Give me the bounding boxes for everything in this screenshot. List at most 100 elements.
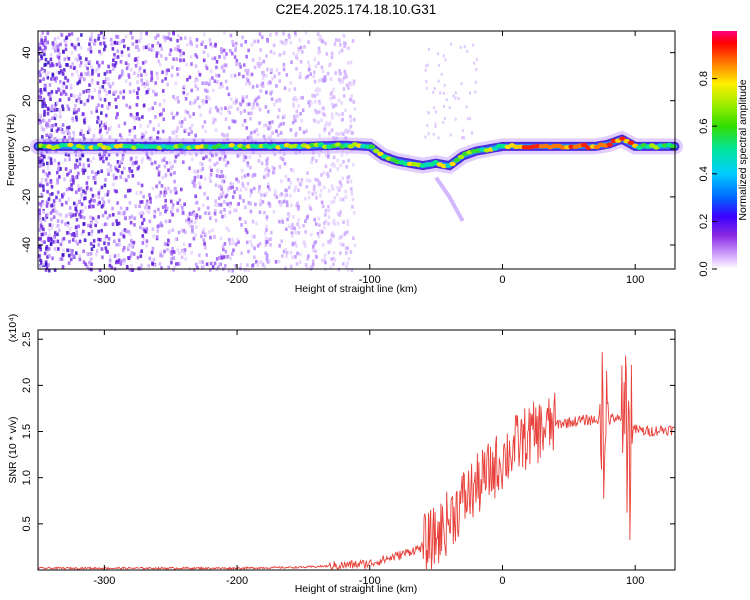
spectrogram-cell xyxy=(195,44,199,48)
spectrogram-cell xyxy=(74,57,77,61)
spectrogram-cell xyxy=(128,167,131,171)
spectrogram-cell xyxy=(68,239,71,244)
spectrogram-cell xyxy=(67,97,71,101)
spectrogram-cell xyxy=(181,160,185,164)
spectrogram-cell xyxy=(245,95,249,99)
spectrogram-cell xyxy=(220,50,223,54)
spectrogram-cell xyxy=(190,42,194,47)
spectrogram-cell xyxy=(193,183,197,188)
spectrogram-cell xyxy=(50,128,54,133)
spectrogram-cell xyxy=(103,152,107,157)
spectrogram-cell xyxy=(106,192,109,197)
spectrogram-cell xyxy=(199,161,202,166)
spectrogram-cell xyxy=(269,49,273,54)
spectrogram-cell xyxy=(139,31,143,36)
spectrogram-cell xyxy=(330,102,334,107)
spectrogram-cell xyxy=(313,94,317,98)
spectrogram-cell xyxy=(151,227,155,231)
spectrogram-cell xyxy=(50,107,54,112)
snr-y-multiplier: (x10⁴) xyxy=(7,314,19,342)
spectrogram-cell xyxy=(241,35,244,40)
spectrogram-cell xyxy=(326,174,330,179)
spectrogram-cell xyxy=(152,234,155,238)
spectrogram-cell xyxy=(268,33,272,37)
spectrogram-cell xyxy=(240,251,243,255)
spectrogram-cell xyxy=(183,248,187,252)
spectrogram-cell xyxy=(155,136,159,140)
spectrogram-cell xyxy=(145,31,148,36)
spectrogram-cell xyxy=(96,68,99,72)
spectrogram-cell xyxy=(193,175,197,180)
spectrogram-cell xyxy=(298,225,301,229)
spectrogram-cell xyxy=(289,167,293,172)
spectrogram-cell xyxy=(255,84,259,88)
spectrogram-cell xyxy=(95,249,99,253)
spectrogram-cell xyxy=(233,73,237,78)
spectrogram-cell xyxy=(291,102,295,106)
spectrogram-cell xyxy=(461,136,464,140)
spectrogram-cell xyxy=(283,161,287,166)
spectrogram-cell xyxy=(112,232,116,236)
spectrogram-cell xyxy=(55,129,59,133)
spectrogram-cell xyxy=(51,256,54,261)
spectrogram-cell xyxy=(249,131,253,135)
spectrogram-cell xyxy=(150,250,154,255)
y-tick-label: 0.5 xyxy=(21,516,33,531)
spectrogram-cell xyxy=(292,241,295,246)
spectrogram-cell xyxy=(156,33,159,38)
spectrogram-cell xyxy=(117,253,120,257)
spectrogram-cell xyxy=(74,47,77,52)
spectrogram-cell xyxy=(202,58,206,63)
spectrogram-cell xyxy=(318,153,321,158)
spectrogram-cell xyxy=(78,156,82,161)
spectrogram-cell xyxy=(65,200,68,205)
spectrogram-cell xyxy=(260,83,263,87)
spectrogram-cell xyxy=(336,211,340,216)
spectrogram-cell xyxy=(71,213,74,217)
spectrogram-cell xyxy=(190,88,194,93)
spectrogram-cell xyxy=(58,110,62,114)
spectrogram-cell xyxy=(220,194,224,199)
spectrogram-cell xyxy=(260,193,263,197)
spectrogram-cell xyxy=(188,126,192,131)
spectrogram-cell xyxy=(117,258,121,262)
spectrogram-frame xyxy=(37,30,676,270)
spectrogram-cell xyxy=(77,42,81,47)
spectrogram-cell xyxy=(68,212,72,216)
spectrogram-cell xyxy=(249,116,252,121)
spectrogram-cell xyxy=(131,163,135,167)
spectrogram-cell xyxy=(269,237,273,241)
spectrogram-cell xyxy=(49,161,53,165)
spectrogram-cell xyxy=(224,106,227,110)
spectrogram-cell xyxy=(265,256,269,261)
spectrogram-cell xyxy=(145,227,149,231)
spectrogram-cell xyxy=(353,243,357,248)
spectrogram-cell xyxy=(264,74,268,78)
spectrogram-cell xyxy=(178,261,182,265)
spectrogram-cell xyxy=(144,45,148,50)
spectrogram-cell xyxy=(450,42,453,46)
spectrogram-cell xyxy=(97,33,101,38)
spectrogram-cell xyxy=(103,88,107,93)
spectrogram-cell xyxy=(178,251,181,256)
spectrogram-cell xyxy=(181,228,184,233)
spectrogram-cell xyxy=(351,39,355,43)
spectrogram-cell xyxy=(171,205,174,210)
spectrogram-cell xyxy=(312,187,316,192)
spectrogram-cell xyxy=(75,110,78,114)
spectrogram-cell xyxy=(39,264,42,269)
spectrogram-cell xyxy=(90,110,93,115)
spectrogram-cell xyxy=(195,37,199,42)
spectrogram-cell xyxy=(267,237,271,242)
spectrogram-cell xyxy=(150,48,154,52)
spectrogram-cell xyxy=(82,171,85,175)
spectrogram-cell xyxy=(144,130,148,135)
spectrogram-cell xyxy=(336,158,339,163)
spectrogram-cell xyxy=(132,252,136,256)
spectrogram-cell xyxy=(74,153,78,157)
spectrogram-cell xyxy=(262,59,266,64)
spectrogram-cell xyxy=(52,240,56,244)
spectrogram-cell xyxy=(339,197,342,202)
spectrogram-cell xyxy=(342,132,345,137)
spectrogram-cell xyxy=(38,183,42,188)
